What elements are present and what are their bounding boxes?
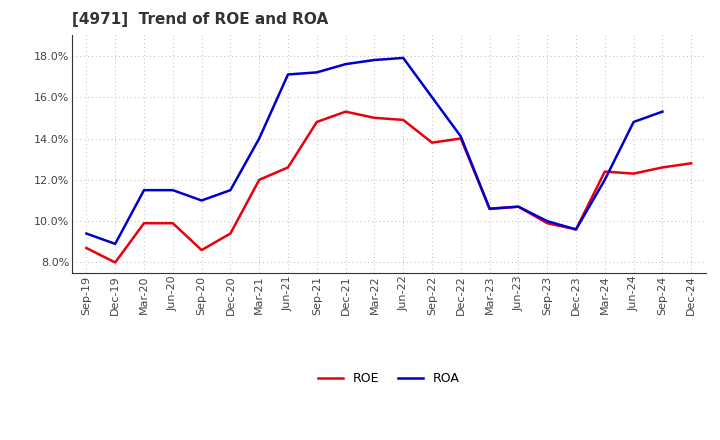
ROE: [399, 117, 408, 123]
ROA: [514, 204, 523, 209]
ROA: [312, 70, 321, 75]
ROA: [255, 136, 264, 141]
ROE: [600, 169, 609, 174]
ROE: [572, 227, 580, 232]
ROE: [197, 247, 206, 253]
Line: ROE: ROE: [86, 112, 691, 263]
ROA: [658, 109, 667, 114]
ROE: [255, 177, 264, 183]
Line: ROA: ROA: [86, 58, 662, 244]
ROE: [428, 140, 436, 145]
ROA: [341, 62, 350, 67]
ROA: [428, 95, 436, 100]
Text: [4971]  Trend of ROE and ROA: [4971] Trend of ROE and ROA: [72, 12, 328, 27]
ROE: [485, 206, 494, 211]
ROE: [111, 260, 120, 265]
ROE: [82, 246, 91, 251]
ROE: [514, 204, 523, 209]
ROE: [658, 165, 667, 170]
ROA: [572, 227, 580, 232]
ROE: [543, 220, 552, 226]
ROA: [140, 187, 148, 193]
ROE: [629, 171, 638, 176]
ROE: [341, 109, 350, 114]
Legend: ROE, ROA: ROE, ROA: [312, 367, 465, 390]
ROA: [284, 72, 292, 77]
ROA: [226, 187, 235, 193]
ROA: [543, 219, 552, 224]
ROE: [370, 115, 379, 121]
ROE: [284, 165, 292, 170]
ROA: [370, 57, 379, 62]
ROA: [456, 134, 465, 139]
ROE: [456, 136, 465, 141]
ROE: [140, 220, 148, 226]
ROE: [168, 220, 177, 226]
ROE: [687, 161, 696, 166]
ROA: [82, 231, 91, 236]
ROE: [312, 119, 321, 125]
ROE: [226, 231, 235, 236]
ROA: [399, 55, 408, 61]
ROA: [197, 198, 206, 203]
ROA: [111, 241, 120, 246]
ROA: [168, 187, 177, 193]
ROA: [485, 206, 494, 211]
ROA: [629, 119, 638, 125]
ROA: [600, 177, 609, 183]
